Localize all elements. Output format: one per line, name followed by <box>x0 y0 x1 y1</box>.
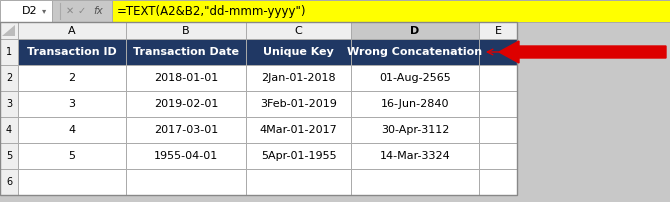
Text: 2019-02-01: 2019-02-01 <box>154 99 218 109</box>
FancyArrow shape <box>499 41 666 63</box>
Bar <box>246 169 351 195</box>
Bar <box>126 117 246 143</box>
Text: ▾: ▾ <box>42 6 46 16</box>
Text: ✓: ✓ <box>78 6 86 16</box>
Bar <box>479 91 517 117</box>
Bar <box>126 65 246 91</box>
Text: 6: 6 <box>6 177 12 187</box>
Text: 16-Jun-2840: 16-Jun-2840 <box>381 99 450 109</box>
Text: 3Feb-01-2019: 3Feb-01-2019 <box>260 99 337 109</box>
Bar <box>126 169 246 195</box>
Bar <box>18 169 126 195</box>
Bar <box>351 169 479 195</box>
Bar <box>112 0 670 22</box>
Bar <box>0 0 52 22</box>
Text: 4: 4 <box>6 125 12 135</box>
Bar <box>479 169 517 195</box>
Text: A: A <box>68 25 76 36</box>
Bar <box>246 65 351 91</box>
Bar <box>18 143 126 169</box>
Bar <box>0 117 18 143</box>
Bar <box>126 91 246 117</box>
Bar <box>18 22 126 39</box>
Bar <box>479 117 517 143</box>
Bar <box>479 39 517 65</box>
Text: =TEXT(A2&B2,"dd-mmm-yyyy"): =TEXT(A2&B2,"dd-mmm-yyyy") <box>117 4 306 18</box>
Bar <box>18 65 126 91</box>
Bar <box>52 0 112 22</box>
Bar <box>351 143 479 169</box>
Bar <box>479 22 517 39</box>
Text: D2: D2 <box>22 6 38 16</box>
Text: 30-Apr-3112: 30-Apr-3112 <box>381 125 449 135</box>
Text: 4Mar-01-2017: 4Mar-01-2017 <box>260 125 338 135</box>
Bar <box>18 117 126 143</box>
Text: B: B <box>182 25 190 36</box>
Text: 01-Aug-2565: 01-Aug-2565 <box>379 73 451 83</box>
Text: 2Jan-01-2018: 2Jan-01-2018 <box>261 73 336 83</box>
Text: Transaction Date: Transaction Date <box>133 47 239 57</box>
Bar <box>246 143 351 169</box>
Text: 3: 3 <box>68 99 76 109</box>
Text: 14-Mar-3324: 14-Mar-3324 <box>380 151 450 161</box>
Polygon shape <box>2 25 15 36</box>
Bar <box>351 22 479 39</box>
Bar <box>479 65 517 91</box>
Text: 5: 5 <box>6 151 12 161</box>
Bar <box>18 91 126 117</box>
Bar <box>351 117 479 143</box>
Text: 4: 4 <box>68 125 76 135</box>
Text: 5: 5 <box>68 151 76 161</box>
Text: 1: 1 <box>6 47 12 57</box>
Bar <box>0 91 18 117</box>
Bar <box>0 39 18 65</box>
Bar <box>0 169 18 195</box>
Bar <box>246 39 351 65</box>
Bar <box>0 22 18 39</box>
Text: E: E <box>494 25 502 36</box>
Bar <box>351 65 479 91</box>
Bar <box>246 22 351 39</box>
Bar <box>246 91 351 117</box>
Text: 2017-03-01: 2017-03-01 <box>154 125 218 135</box>
Text: Transaction ID: Transaction ID <box>27 47 117 57</box>
Text: Unique Key: Unique Key <box>263 47 334 57</box>
Bar <box>0 22 517 195</box>
Text: ✕: ✕ <box>66 6 74 16</box>
Text: 5Apr-01-1955: 5Apr-01-1955 <box>261 151 336 161</box>
Bar <box>18 39 126 65</box>
Bar <box>126 143 246 169</box>
Text: 2: 2 <box>6 73 12 83</box>
Bar <box>479 143 517 169</box>
Bar <box>126 22 246 39</box>
Text: C: C <box>295 25 302 36</box>
Text: Wrong Concatenation: Wrong Concatenation <box>348 47 482 57</box>
Bar <box>246 117 351 143</box>
Bar <box>351 39 479 65</box>
Text: 2: 2 <box>68 73 76 83</box>
Bar <box>126 39 246 65</box>
Bar <box>351 91 479 117</box>
Text: 1955-04-01: 1955-04-01 <box>154 151 218 161</box>
Text: fx: fx <box>93 6 103 16</box>
Text: 2018-01-01: 2018-01-01 <box>154 73 218 83</box>
Text: 3: 3 <box>6 99 12 109</box>
Bar <box>0 65 18 91</box>
Bar <box>0 143 18 169</box>
Text: D: D <box>410 25 419 36</box>
